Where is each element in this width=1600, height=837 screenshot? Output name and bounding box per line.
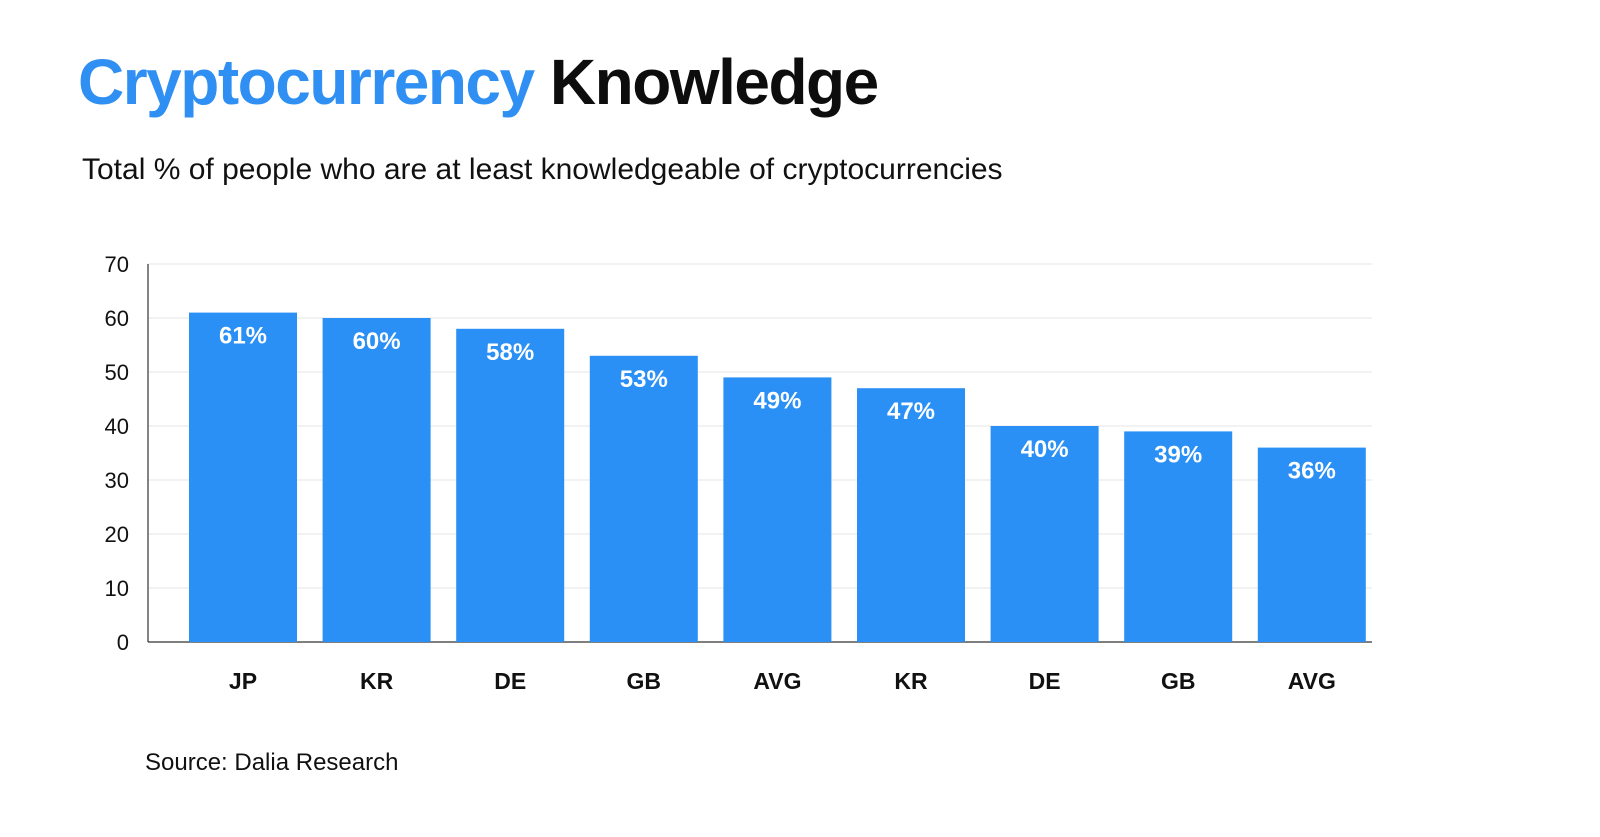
- bar-value-label: 40%: [1021, 436, 1069, 463]
- bar: [456, 328, 565, 642]
- y-tick-label: 0: [117, 630, 129, 655]
- y-tick-label: 60: [105, 306, 129, 331]
- bar-value-label: 49%: [753, 387, 801, 414]
- y-tick-label: 10: [105, 576, 129, 601]
- y-tick-label: 40: [105, 414, 129, 439]
- x-category-label: JP: [229, 668, 257, 694]
- x-category-label: GB: [627, 668, 662, 694]
- bar: [723, 377, 832, 642]
- bar-value-label: 53%: [620, 366, 668, 393]
- bar: [189, 312, 297, 642]
- bar-value-label: 60%: [353, 328, 401, 355]
- bar: [589, 355, 698, 642]
- bar: [1124, 431, 1233, 642]
- chart-title-rest: Knowledge: [549, 46, 879, 118]
- y-tick-label: 70: [105, 252, 129, 277]
- bar-value-label: 47%: [887, 398, 935, 425]
- bar: [322, 318, 431, 642]
- y-tick-label: 30: [105, 468, 129, 493]
- x-category-label: AVG: [753, 668, 801, 694]
- bar-value-label: 36%: [1288, 458, 1336, 485]
- x-category-label: AVG: [1288, 668, 1336, 694]
- bar: [857, 388, 965, 642]
- x-category-label: KR: [894, 668, 928, 694]
- bar-value-label: 58%: [486, 339, 534, 366]
- x-category-label: GB: [1161, 668, 1196, 694]
- y-tick-label: 20: [105, 522, 129, 547]
- bar: [1257, 447, 1366, 642]
- chart-subtitle: Total % of people who are at least knowl…: [82, 153, 1003, 186]
- source-note: Source: Dalia Research: [145, 749, 399, 776]
- bar: [990, 426, 1099, 642]
- x-category-label: DE: [494, 668, 526, 694]
- bar-value-label: 61%: [219, 323, 267, 350]
- bar-value-label: 39%: [1154, 441, 1202, 468]
- chart-title-accent: Cryptocurrency: [78, 46, 535, 118]
- x-category-label: DE: [1029, 668, 1061, 694]
- x-category-label: KR: [360, 668, 394, 694]
- y-tick-label: 50: [105, 360, 129, 385]
- chart-title: Cryptocurrency Knowledge: [78, 50, 879, 114]
